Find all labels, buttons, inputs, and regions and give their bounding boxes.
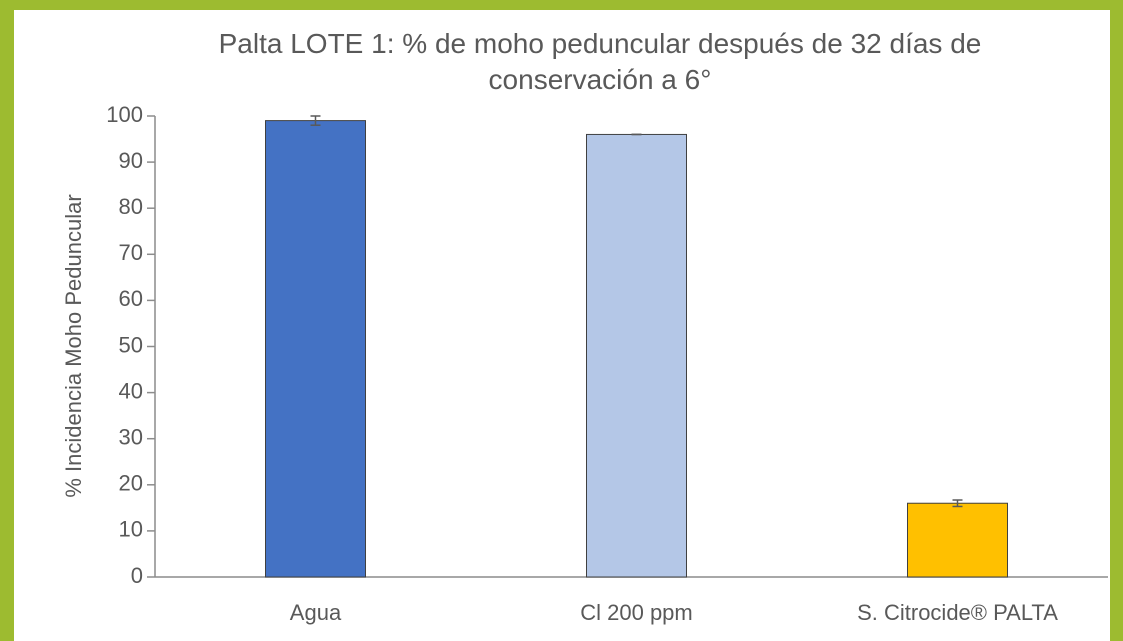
title-box: Palta LOTE 1: % de moho peduncular despu… [218, 28, 982, 95]
y-tick-label: 60 [119, 286, 143, 311]
y-tick-label: 100 [106, 102, 143, 127]
y-tick-label: 40 [119, 378, 143, 403]
chart-title: Palta LOTE 1: % de moho peduncular despu… [218, 28, 982, 95]
x-tick-label: Cl 200 ppm [580, 600, 693, 625]
x-tick-label: Agua [290, 600, 342, 625]
error-bar [310, 115, 321, 126]
y-tick-label: 0 [131, 563, 143, 588]
y-tick-label: 10 [119, 517, 143, 542]
bar [586, 133, 687, 578]
y-tick-label: 80 [119, 194, 143, 219]
bar [265, 120, 366, 578]
error-bar [952, 499, 963, 508]
y-tick-label: 90 [119, 148, 143, 173]
x-tick-label: S. Citrocide® PALTA [857, 600, 1058, 625]
y-tick-label: 20 [119, 471, 143, 496]
y-axis-label: % Incidencia Moho Peduncular [61, 194, 86, 497]
y-tick-label: 50 [119, 332, 143, 357]
y-tick-label: 70 [119, 240, 143, 265]
bar [907, 502, 1008, 578]
y-tick-label: 30 [119, 425, 143, 450]
